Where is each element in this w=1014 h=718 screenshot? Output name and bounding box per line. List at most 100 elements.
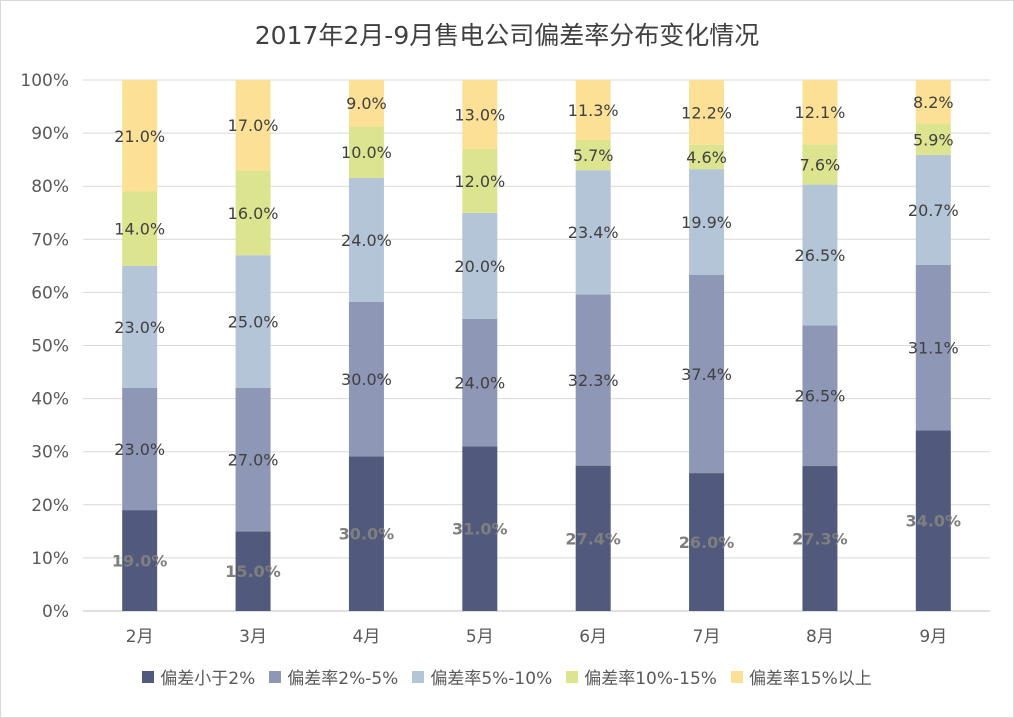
bar-segment [915, 154, 951, 265]
bar-segment [575, 294, 611, 466]
y-tick-label: 10% [31, 549, 69, 569]
bar-segment [802, 466, 838, 611]
legend-swatch [142, 670, 155, 683]
bar-segment [575, 139, 611, 171]
legend: 偏差小于2% 偏差率2%-5% 偏差率5%-10% 偏差率10%-15% 偏差率15%以… [0, 664, 1014, 689]
bar-segment [235, 387, 271, 532]
data-label: 23.0% [114, 440, 165, 459]
data-label: 14.0% [114, 220, 165, 239]
data-label: 17.0% [228, 116, 279, 135]
bar-segment [915, 123, 951, 155]
data-label: 30.0% [339, 525, 395, 544]
y-tick-label: 50% [31, 337, 69, 357]
data-label: 31.1% [908, 339, 959, 358]
legend-item: 偏差小于2% [142, 664, 255, 689]
bar-segment [575, 80, 611, 140]
data-label: 31.0% [452, 520, 508, 539]
y-axis: 0% 10% 20% 30% 40% 50% 60% 70% 80% 90% 100% [20, 71, 69, 622]
legend-item: 偏差率10%-15% [566, 664, 717, 689]
bar-segment [689, 473, 725, 611]
data-label: 11.3% [568, 101, 619, 120]
gridlines [83, 79, 990, 612]
data-label: 7.6% [800, 155, 841, 174]
data-label: 4.6% [686, 148, 727, 167]
x-tick-label: 4月 [353, 627, 381, 647]
bar-segment [348, 456, 384, 611]
bar-segment [915, 430, 951, 611]
bar-segment [122, 387, 158, 511]
x-tick-label: 6月 [579, 627, 607, 647]
bar-segment [462, 212, 498, 319]
bar-segment [235, 255, 271, 388]
legend-swatch [730, 670, 743, 683]
data-label: 24.0% [454, 374, 505, 393]
data-labels: 19.0% 23.0% 23.0% 14.0% 21.0% 15.0% 27.0% 25.0%… [112, 93, 961, 581]
bar-segment [122, 265, 158, 388]
bar-segment [122, 510, 158, 611]
bar-segment [689, 80, 725, 145]
legend-item: 偏差率2%-5% [269, 664, 398, 689]
bar-segment [802, 80, 838, 145]
data-label: 19.0% [112, 552, 168, 571]
y-tick-label: 20% [31, 496, 69, 516]
bar-segment [462, 446, 498, 611]
data-label: 23.0% [114, 318, 165, 337]
bar-segment [462, 80, 498, 150]
data-label: 37.4% [681, 365, 732, 384]
y-tick-label: 70% [31, 230, 69, 250]
chart-title: 2017年2月-9月售电公司偏差率分布变化情况 [254, 21, 760, 50]
data-label: 9.0% [346, 94, 387, 113]
x-tick-label: 5月 [466, 627, 494, 647]
bar-segment [348, 80, 384, 127]
data-label: 26.5% [795, 246, 846, 265]
data-label: 23.4% [568, 223, 619, 242]
x-tick-label: 2月 [126, 627, 154, 647]
data-label: 13.0% [454, 106, 505, 125]
data-label: 27.4% [565, 529, 621, 548]
legend-item: 偏差率5%-10% [412, 664, 552, 689]
x-tick-label: 7月 [693, 627, 721, 647]
legend-label: 偏差率10%-15% [584, 669, 717, 689]
legend-label: 偏差率15%以上 [748, 669, 872, 689]
y-tick-label: 80% [31, 177, 69, 197]
y-tick-label: 60% [31, 283, 69, 303]
data-label: 12.0% [454, 172, 505, 191]
bar-segment [802, 184, 838, 326]
data-label: 12.1% [795, 103, 846, 122]
bar-segment [462, 149, 498, 213]
bar-segment [689, 144, 725, 170]
data-label: 24.0% [341, 231, 392, 250]
data-label: 26.0% [679, 533, 735, 552]
data-label: 34.0% [906, 512, 962, 531]
data-label: 27.3% [792, 530, 848, 549]
bar-segment [802, 144, 838, 185]
y-tick-label: 30% [31, 443, 69, 463]
data-label: 5.9% [913, 130, 954, 149]
data-label: 26.5% [795, 387, 846, 406]
data-label: 10.0% [341, 143, 392, 162]
x-axis: 2月 3月 4月 5月 6月 7月 8月 9月 [126, 627, 947, 647]
y-tick-label: 100% [20, 71, 69, 91]
legend-swatch [412, 670, 425, 683]
data-label: 30.0% [341, 370, 392, 389]
bar-segment [802, 325, 838, 467]
legend-label: 偏差率5%-10% [430, 669, 553, 689]
legend-swatch [566, 670, 579, 683]
legend-item: 偏差率15%以上 [730, 664, 872, 689]
x-tick-label: 3月 [239, 627, 267, 647]
bar-segment [235, 170, 271, 256]
bar-segment [235, 531, 271, 611]
data-label: 20.7% [908, 201, 959, 220]
bar-segment [462, 318, 498, 447]
y-tick-label: 40% [31, 390, 69, 410]
data-label: 21.0% [114, 127, 165, 146]
y-tick-label: 90% [31, 124, 69, 144]
data-label: 12.2% [681, 103, 732, 122]
data-label: 27.0% [228, 451, 279, 470]
legend-swatch [269, 670, 282, 683]
data-label: 16.0% [228, 204, 279, 223]
bar-segment [689, 274, 725, 474]
bar-segment [575, 170, 611, 295]
x-tick-label: 8月 [806, 627, 834, 647]
